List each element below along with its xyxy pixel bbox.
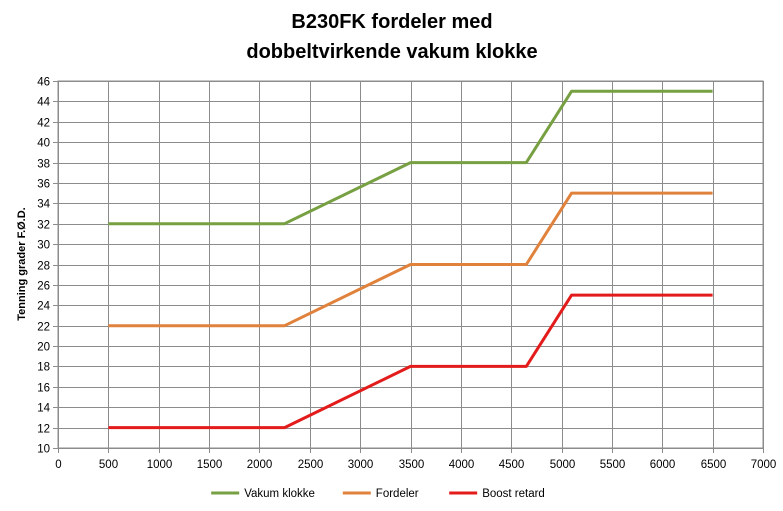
x-tick-label: 5000	[550, 459, 576, 471]
x-tick-label: 5500	[600, 459, 626, 471]
x-tick-label: 1000	[147, 459, 173, 471]
x-tick-label: 4500	[499, 459, 525, 471]
chart-title-line-1: B230FK fordeler med	[291, 11, 492, 33]
y-tick-label: 40	[37, 138, 50, 150]
x-tick-label: 500	[99, 459, 118, 471]
x-tick-label: 2500	[298, 459, 324, 471]
y-tick-label: 36	[37, 179, 50, 191]
x-tick-label: 3500	[399, 459, 425, 471]
y-tick-label: 12	[37, 424, 50, 436]
y-tick-label: 38	[37, 159, 50, 171]
x-tick-label: 3000	[348, 459, 374, 471]
y-tick-label: 26	[37, 281, 50, 293]
y-tick-label: 34	[37, 199, 50, 211]
legend-item-boost-retard: Boost retard	[449, 488, 545, 500]
legend-item-vakum-klokke: Vakum klokke	[211, 488, 315, 500]
x-tick-label: 4000	[449, 459, 475, 471]
chart-title: B230FK fordeler med dobbeltvirkende vaku…	[246, 11, 537, 63]
legend-item-fordeler: Fordeler	[342, 488, 419, 500]
y-tick-label: 18	[37, 362, 50, 374]
y-tick-label: 22	[37, 322, 50, 334]
y-tick-label: 10	[37, 444, 50, 456]
y-tick-label: 14	[37, 403, 50, 415]
y-tick-label: 16	[37, 383, 50, 395]
series-lines	[108, 89, 713, 430]
y-tick-label: 30	[37, 240, 50, 252]
x-tick-label: 6000	[650, 459, 676, 471]
legend-label: Vakum klokke	[244, 488, 315, 500]
y-tick-label: 20	[37, 342, 50, 354]
series-line-vakum-klokke	[108, 89, 713, 226]
chart-title-line-2: dobbeltvirkende vakum klokke	[246, 41, 537, 63]
x-tick-label: 0	[55, 459, 61, 471]
series-line-fordeler	[108, 191, 713, 328]
legend-label: Boost retard	[482, 488, 545, 500]
legend: Vakum klokke Fordeler Boost retard	[211, 488, 545, 500]
legend-label: Fordeler	[376, 488, 419, 500]
y-tick-label: 28	[37, 261, 50, 273]
y-axis-label: Tenning grader F.Ø.D.	[16, 207, 28, 320]
x-tick-label: 2000	[247, 459, 273, 471]
x-tick-label: 7000	[751, 459, 777, 471]
x-tick-label: 6500	[701, 459, 727, 471]
y-tick-label: 46	[37, 77, 50, 89]
y-tick-label: 32	[37, 220, 50, 232]
x-tick-label: 1500	[197, 459, 223, 471]
series-line-boost-retard	[108, 293, 713, 430]
y-tick-label: 24	[37, 301, 50, 313]
axes: 10 12 14 16 18 20 22 24 26 28 30 32 34 36 38 40 42 44 46 0 5…	[37, 77, 776, 472]
y-tick-label: 44	[37, 97, 50, 109]
y-tick-label: 42	[37, 118, 50, 130]
